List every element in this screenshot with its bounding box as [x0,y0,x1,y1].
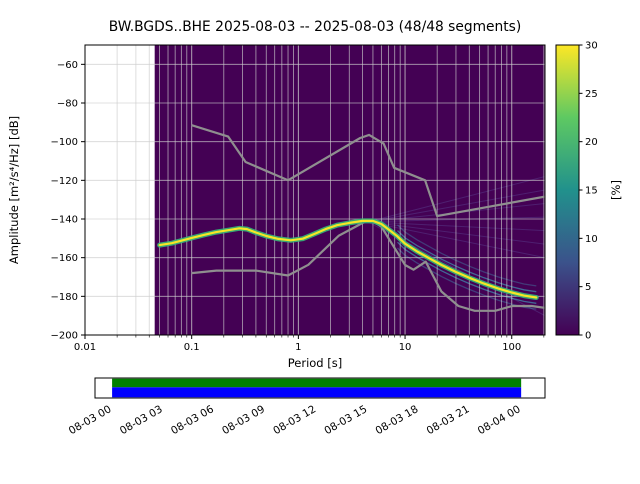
x-tick-label: 100 [502,342,521,353]
colorbar-tick-label: 30 [585,41,598,52]
colorbar-tick-label: 0 [585,331,591,342]
psd-spread-band [397,230,537,293]
time-tick-label: 08-03 03 [118,403,165,437]
y-tick-label: −140 [51,215,78,226]
psd-spread-band [397,224,537,287]
psd-spread-band [397,247,537,310]
psd-spread-trace [368,216,545,223]
colorbar-tick-label: 15 [585,186,598,197]
y-axis-label: Amplitude [m²/s⁴/Hz] [dB] [7,116,21,264]
psd-mode-curve [158,219,538,299]
y-tick-label: −60 [57,60,78,71]
plot-root: 0.01 0.1 1 10 100−60−80−100−120−140−160−180−… [51,41,598,438]
colorbar-gradient [556,45,579,335]
x-axis-label: Period [s] [288,356,342,370]
psd-spread-trace [367,189,545,223]
time-tick-label: 08-03 15 [322,403,369,437]
time-tick-label: 08-03 21 [425,403,472,437]
time-tick-label: 08-03 09 [220,403,267,437]
time-tick-label: 08-03 18 [373,403,420,437]
time-tick-label: 08-04 00 [476,403,523,437]
time-tick-label: 08-03 06 [169,403,216,437]
y-tick-label: −180 [51,292,78,303]
noise-model-nhnm [191,124,545,218]
plot-title: BW.BGDS..BHE 2025-08-03 -- 2025-08-03 (4… [109,19,522,35]
x-tick-label: 1 [295,342,301,353]
colorbar-label: [%] [609,180,623,200]
psd-spread-trace [367,221,545,259]
y-tick-label: −160 [51,253,78,264]
y-tick-label: −200 [51,331,78,342]
psd-spread-band [397,241,537,304]
time-tick-label: 08-03 00 [67,403,114,437]
psd-histogram-background [154,45,546,335]
psd-spread-trace [367,221,545,245]
noise-model-nlnm [191,220,545,312]
x-tick-label: 10 [399,342,412,353]
psd-spread-trace [367,175,545,223]
time-tick-label: 08-03 12 [271,403,318,437]
availability-bottom-band [112,387,522,398]
colorbar-tick-label: 5 [585,282,591,293]
availability-top-band [112,378,522,388]
psd-spread-trace [368,221,545,232]
y-tick-label: −80 [57,99,78,110]
colorbar-tick-label: 25 [585,89,598,100]
axes-border [84,44,546,336]
x-tick-label: 0.01 [74,342,96,353]
y-tick-label: −120 [51,176,78,187]
colorbar-tick-label: 10 [585,234,598,245]
y-tick-label: −100 [51,137,78,148]
x-tick-label: 0.1 [184,342,200,353]
colorbar-tick-label: 20 [585,137,598,148]
